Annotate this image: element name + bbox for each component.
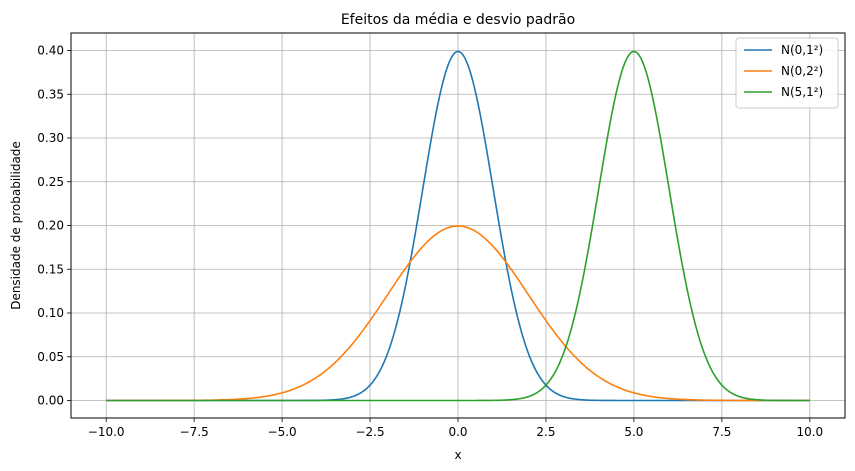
x-tick-label: −2.5 xyxy=(355,425,384,439)
legend-label-1: N(0,1²) xyxy=(781,43,823,57)
series-group xyxy=(106,50,810,402)
legend-label-3: N(5,1²) xyxy=(781,85,823,99)
x-tick-label: −5.0 xyxy=(268,425,297,439)
y-tick-label: 0.25 xyxy=(37,175,64,189)
y-tick-label: 0.05 xyxy=(37,350,64,364)
y-tick-label: 0.30 xyxy=(37,131,64,145)
legend: N(0,1²) N(0,2²) N(5,1²) xyxy=(735,37,839,109)
x-tick-label: 0.0 xyxy=(448,425,467,439)
legend-label-2: N(0,2²) xyxy=(781,64,823,78)
y-tick-label: 0.00 xyxy=(37,394,64,408)
y-tick-label: 0.20 xyxy=(37,219,64,233)
series-line-3 xyxy=(106,50,810,402)
y-axis-label: Densidade de probabilidade xyxy=(9,141,23,310)
y-axis: 0.00 0.05 0.10 0.15 0.20 0.25 0.30 0.35 0.40 xyxy=(37,44,71,408)
x-axis-label: x xyxy=(454,448,461,462)
y-tick-label: 0.35 xyxy=(37,87,64,101)
x-tick-label: 5.0 xyxy=(624,425,643,439)
x-tick-label: 2.5 xyxy=(536,425,555,439)
x-tick-label: −7.5 xyxy=(180,425,209,439)
legend-box xyxy=(735,37,839,109)
x-axis: −10.0 −7.5 −5.0 −2.5 0.0 2.5 5.0 7.5 10.0 xyxy=(88,418,823,439)
y-tick-label: 0.15 xyxy=(37,262,64,276)
y-tick-label: 0.40 xyxy=(37,44,64,58)
x-tick-label: 10.0 xyxy=(796,425,823,439)
y-tick-label: 0.10 xyxy=(37,306,64,320)
x-tick-label: 7.5 xyxy=(712,425,731,439)
x-tick-label: −10.0 xyxy=(88,425,125,439)
chart-title: Efeitos da média e desvio padrão xyxy=(341,12,575,28)
